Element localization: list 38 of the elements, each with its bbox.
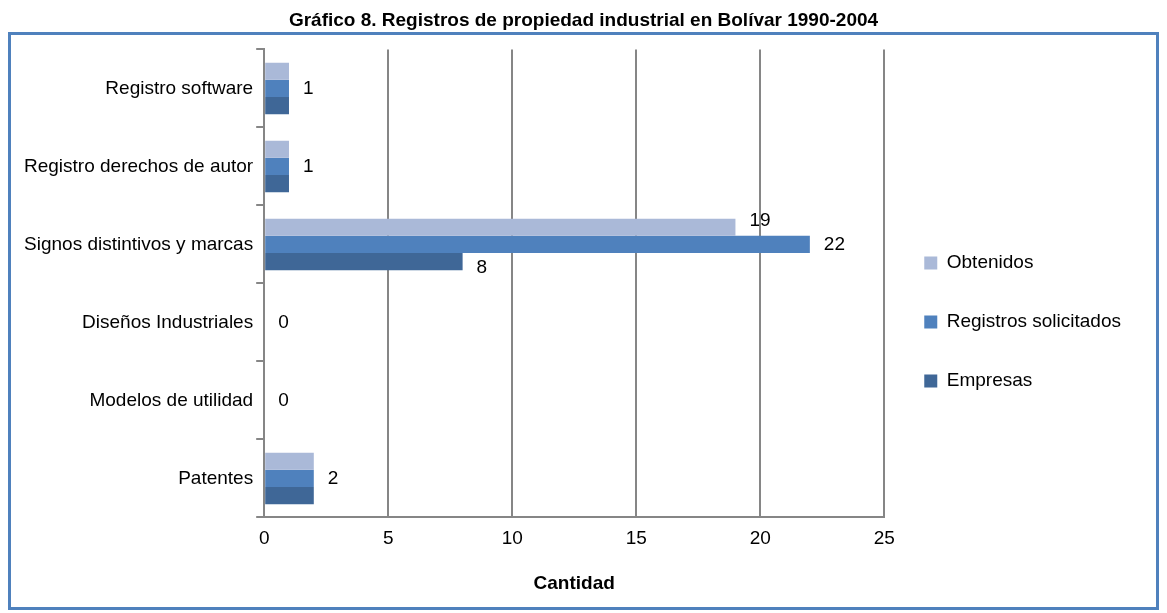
bar xyxy=(265,218,736,236)
bar xyxy=(265,174,289,193)
bar xyxy=(265,96,289,115)
y-tick-label: Patentes xyxy=(178,466,254,488)
data-label: 1 xyxy=(302,154,314,176)
legend-label: Obtenidos xyxy=(946,251,1034,273)
data-label: 2 xyxy=(327,466,339,488)
data-label: 22 xyxy=(823,232,845,254)
data-label: 8 xyxy=(476,255,488,277)
bar xyxy=(265,157,289,175)
data-label: 1 xyxy=(302,76,314,98)
bar xyxy=(265,469,314,487)
x-tick-label: 10 xyxy=(501,527,523,549)
bar xyxy=(265,486,314,505)
data-label: 19 xyxy=(749,209,771,231)
x-tick-label: 15 xyxy=(625,527,647,549)
bar xyxy=(265,79,289,97)
y-tick-label: Diseños Industriales xyxy=(82,310,254,332)
y-tick-label: Signos distintivos y marcas xyxy=(24,232,254,254)
x-tick-label: 0 xyxy=(258,527,270,549)
x-tick-label: 5 xyxy=(382,527,394,549)
x-tick-label: 25 xyxy=(873,527,895,549)
y-tick-label: Modelos de utilidad xyxy=(89,388,254,410)
y-tick-label: Registro software xyxy=(105,76,254,98)
x-tick-label: 20 xyxy=(749,527,771,549)
data-label: 0 xyxy=(278,310,289,332)
x-axis-title: Cantidad xyxy=(533,571,615,593)
legend-label: Empresas xyxy=(946,369,1033,391)
bar xyxy=(265,252,463,271)
data-label: 0 xyxy=(278,388,289,410)
bar xyxy=(265,62,289,80)
bar xyxy=(265,452,314,470)
frame: Cantidad Obtenidos Registros solicitados Empresas 0 5 10 15 20 25 Registro software Registro derechos de autor Signos distintivos y marcas Diseños Industriales Modelos de utilidad Patentes 19 1 1 22 0 0 2 8 xyxy=(8,32,1159,610)
bar xyxy=(265,235,810,253)
y-tick-label: Registro derechos de autor xyxy=(24,154,254,176)
legend-label: Registros solicitados xyxy=(946,310,1122,332)
bar xyxy=(265,140,289,158)
chart-title: Gráfico 8. Registros de propiedad industrial en Bolívar 1990-2004 xyxy=(287,8,880,32)
